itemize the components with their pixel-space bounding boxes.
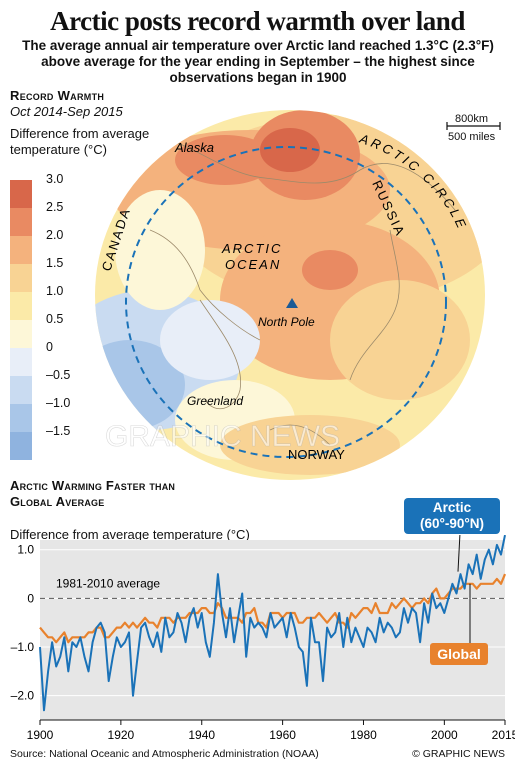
- page-title: Arctic posts record warmth over land: [50, 6, 465, 36]
- legend-swatch: [10, 432, 32, 460]
- legend-label: 2.5: [46, 200, 64, 214]
- temperature-field: [95, 110, 485, 480]
- x-tick-label: 1940: [188, 728, 215, 742]
- chart-y-label: Difference from average temperature (°C): [10, 527, 250, 542]
- arctic-map: Alaska CANADA RUSSIA ARCTIC OCEAN North …: [95, 110, 501, 480]
- x-tick-label: 2015: [492, 728, 515, 742]
- label-ocean-1: ARCTIC: [221, 241, 282, 256]
- color-legend: 3.0 2.5 2.0 1.5 1.0 0.5 0 –0.5 –1.0 –1.5: [10, 172, 90, 460]
- legend-label: –1.0: [46, 396, 71, 410]
- legend-swatch: [10, 320, 32, 348]
- arctic-callout-leader: [457, 535, 461, 572]
- label-alaska: Alaska: [174, 140, 214, 155]
- arctic-circle: [125, 146, 447, 458]
- legend-label: 0.5: [46, 312, 64, 326]
- page-subtitle: The average annual air temperature over …: [22, 38, 494, 85]
- y-tick-label: –1.0: [11, 640, 35, 654]
- line-chart: 1.0 0 –1.0 –2.0 1981-2010 average 1900 1920 19…: [11, 535, 515, 742]
- label-ocean-2: OCEAN: [225, 257, 281, 272]
- chart-background: [40, 540, 505, 720]
- legend-title: Difference from average temperature (°C): [10, 126, 150, 157]
- coastlines: [149, 139, 456, 446]
- label-north-pole: North Pole: [258, 315, 315, 329]
- legend-swatch: [10, 264, 32, 292]
- legend-swatch: [10, 404, 32, 432]
- north-pole-marker: [286, 298, 298, 308]
- map-heading: Record Warmth: [10, 88, 105, 103]
- legend-swatch: [10, 348, 32, 376]
- legend-swatch: [10, 376, 32, 404]
- x-tick-label: 1900: [27, 728, 54, 742]
- series-line-arctic: [39, 535, 506, 712]
- x-tick-label: 1980: [350, 728, 377, 742]
- global-legend-label: Global: [437, 646, 481, 662]
- legend-swatch: [10, 292, 32, 320]
- legend-label: –0.5: [46, 368, 71, 382]
- legend-label: –1.5: [46, 424, 71, 438]
- source-note: Source: National Oceanic and Atmospheric…: [10, 748, 319, 760]
- legend-swatch: [10, 180, 32, 208]
- legend-swatch: [10, 208, 32, 236]
- credit: © GRAPHIC NEWS: [412, 748, 505, 760]
- legend-swatch: [10, 236, 32, 264]
- map-period: Oct 2014-Sep 2015: [10, 104, 123, 119]
- scale-km: 800km: [455, 113, 489, 125]
- chart-heading: Arctic Warming Faster than Global Averag…: [10, 478, 210, 510]
- y-tick-label: 0: [27, 591, 34, 605]
- arctic-legend-box: Arctic (60°-90°N): [404, 498, 500, 534]
- legend-label: 1.5: [46, 256, 64, 270]
- reference-line-label: 1981-2010 average: [56, 576, 160, 590]
- legend-label: 2.0: [46, 228, 64, 242]
- legend-label: 3.0: [46, 172, 64, 186]
- watermark: GRAPHIC NEWS: [105, 420, 340, 453]
- x-tick-label: 2000: [431, 728, 458, 742]
- label-greenland: Greenland: [187, 394, 243, 408]
- label-norway: NORWAY: [288, 447, 345, 462]
- y-tick-label: 1.0: [17, 543, 34, 557]
- global-legend-box: [430, 643, 488, 665]
- scale-miles: 500 miles: [448, 131, 496, 143]
- y-tick-label: –2.0: [11, 689, 35, 703]
- reference-label-bg: [52, 574, 174, 591]
- x-tick-label: 1920: [108, 728, 135, 742]
- legend-label: 0: [46, 340, 53, 354]
- chart-heading-text: Arctic Warming Faster than Global Averag…: [10, 478, 176, 509]
- x-tick-label: 1960: [269, 728, 296, 742]
- legend-label: 1.0: [46, 284, 64, 298]
- series-line-global: [39, 573, 507, 644]
- arctic-legend-label: Arctic (60°-90°N): [419, 500, 485, 531]
